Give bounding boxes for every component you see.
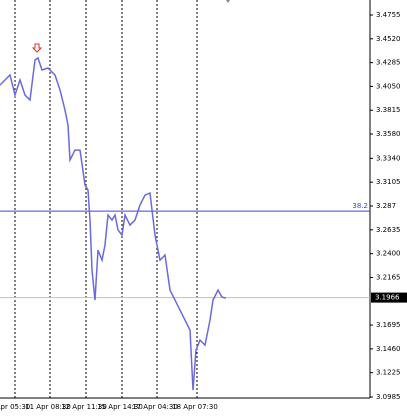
price-line [0, 56, 227, 391]
y-tick-label: 3.4050 [376, 82, 401, 90]
level-label: 38.2 [352, 202, 368, 210]
y-tick-label: 3.3580 [376, 130, 401, 138]
y-tick-label: 3.287 [376, 202, 396, 210]
y-tick-label: 3.0985 [376, 393, 401, 401]
arrow-marker [31, 43, 43, 53]
x-tick-label: 11 Apr 08:30 [25, 403, 71, 411]
y-tick-label: 3.1460 [376, 345, 401, 353]
y-tick-label: 3.1225 [376, 369, 401, 377]
y-tick-label: 3.3815 [376, 106, 401, 114]
y-tick-label: 3.2400 [376, 250, 401, 258]
x-tick-label: Apr 05:30 [0, 403, 30, 411]
y-tick-label: 3.4285 [376, 59, 401, 67]
x-tick-label: 18 Apr 07:30 [172, 403, 218, 411]
current-price-label: 3.1966 [375, 294, 400, 302]
y-tick-label: 3.2165 [376, 273, 401, 281]
x-tick-label: 12 Apr 11:30 [61, 403, 107, 411]
y-tick-label: 3.3105 [376, 178, 401, 186]
current-price-box [371, 292, 407, 303]
y-tick-label: 3.1695 [376, 321, 401, 329]
shift-marker [226, 0, 230, 3]
y-tick-label: 3.3340 [376, 154, 401, 162]
x-tick-label: 15 Apr 14:30 [97, 403, 143, 411]
x-tick-label: 17 Apr 04:30 [132, 403, 178, 411]
y-tick-label: 3.2635 [376, 226, 401, 234]
y-tick-label: 3.4520 [376, 35, 401, 43]
y-tick-label: 3.4755 [376, 11, 401, 19]
